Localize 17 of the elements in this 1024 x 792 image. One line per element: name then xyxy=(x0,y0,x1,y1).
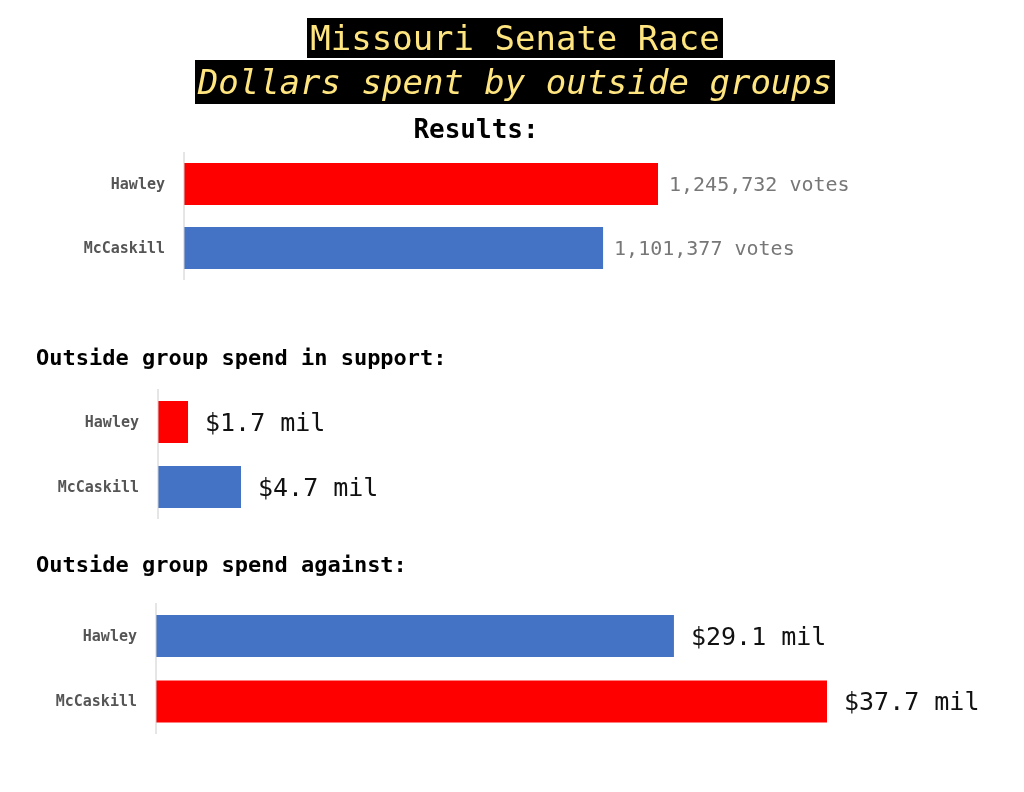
data-label: $37.7 mil xyxy=(844,687,980,716)
text: Missouri Senate Race xyxy=(307,18,723,58)
data-label: $29.1 mil xyxy=(690,621,827,651)
data-label: 1,101,377 votes xyxy=(614,236,795,260)
text: Dollars spent by outside groups xyxy=(194,60,836,104)
y-tick-label: Hawley xyxy=(110,175,165,193)
chart-title: Results: xyxy=(412,114,540,144)
data-label: $4.7 mil xyxy=(258,472,379,502)
y-tick-label: Hawley xyxy=(82,626,137,645)
chart-title: Outside group spend in support: xyxy=(36,345,447,371)
data-label: 1,245,732 votes xyxy=(669,172,850,196)
chart-title: Outside group spend against: xyxy=(36,552,407,578)
y-tick-label: McCaskill xyxy=(83,239,165,257)
y-tick-label: McCaskill xyxy=(55,692,137,711)
y-tick-label: Hawley xyxy=(84,412,139,431)
data-label: $1.7 mil xyxy=(205,407,326,437)
y-tick-label: McCaskill xyxy=(57,477,139,496)
